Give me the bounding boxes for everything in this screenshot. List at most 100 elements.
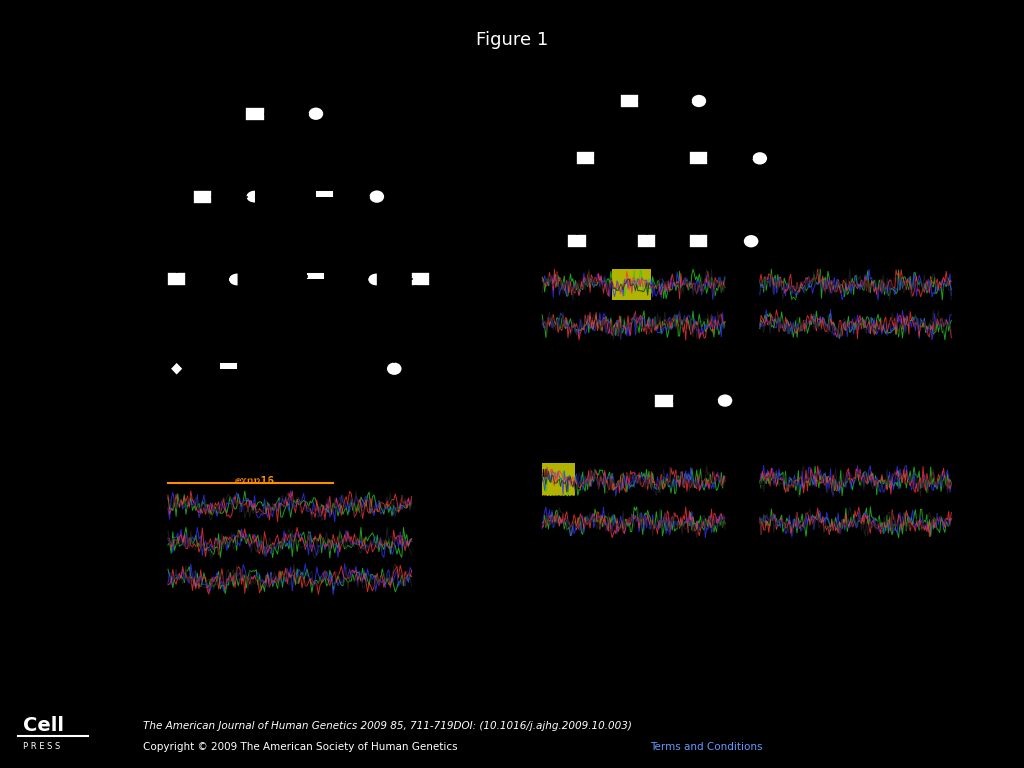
Ellipse shape	[273, 362, 289, 376]
Bar	[306, 280, 326, 286]
Text: II:1: II:1	[649, 491, 662, 499]
Polygon shape	[170, 362, 183, 376]
Wedge shape	[255, 190, 264, 204]
Text: IV:6: IV:6	[387, 382, 401, 391]
Text: wt/mut: wt/mut	[965, 482, 999, 492]
Text: II:2: II:2	[711, 491, 722, 499]
Text: GAAACATCTTCTACATGCCCTAC: GAAACATCTTCTACATGCCCTAC	[760, 495, 835, 500]
Text: wt/wt: wt/wt	[965, 522, 991, 532]
Bar	[246, 107, 264, 121]
Text: II:3: II:3	[693, 172, 705, 180]
Text: c.3105 T>A p.Y1035X: c.3105 T>A p.Y1035X	[777, 366, 884, 376]
Text: GAAACATCTTCTACATGCCCTAC: GAAACATCTTCTACATGCCCTAC	[760, 459, 835, 464]
Text: II:4: II:4	[371, 210, 383, 219]
Wedge shape	[238, 273, 247, 286]
Bar	[654, 393, 674, 408]
Text: Family 1: Family 1	[168, 50, 226, 63]
Ellipse shape	[647, 470, 664, 484]
Text: D  L  D  N  N  S: D L D N N S	[168, 603, 241, 613]
Text: II: II	[141, 191, 148, 202]
Text: Figure 1: Figure 1	[476, 31, 548, 48]
Text: GACTTGGATAACAATTCCAAGTCAGTGTCTAG: GACTTGGATAACAATTCCAAGTCAGTGTCTAG	[168, 478, 272, 482]
Text: wt/wt: wt/wt	[429, 506, 456, 516]
Text: GAGAACCTATATGATGAGGAGG: GAGAACCTATATGATGAGGAGG	[760, 299, 831, 303]
Bar	[411, 273, 430, 286]
Text: IV:4: IV:4	[309, 382, 323, 391]
Bar	[543, 463, 575, 496]
Text: I: I	[684, 372, 687, 382]
Text: wt/mut: wt/mut	[729, 482, 764, 492]
Text: wt/mut: wt/mut	[429, 579, 464, 589]
Text: GAGAACCTATATGATGAGGAGG: GAGAACCTATATGATGAGGAGG	[760, 306, 831, 311]
Text: I:1: I:1	[659, 414, 669, 423]
Ellipse shape	[369, 190, 385, 204]
Text: GATCTTCACCGGGGGTGTCAG: GATCTTCACCGGGGGTGTCAG	[543, 339, 610, 343]
Text: Family 3: Family 3	[534, 369, 592, 382]
Bar	[219, 362, 239, 376]
Text: GATCTTCACCGGGGGTGTCAG: GATCTTCACCGGGGGTGTCAG	[543, 263, 610, 268]
Bar	[637, 234, 656, 248]
Text: II:2: II:2	[641, 172, 652, 180]
Text: IV:2: IV:2	[222, 382, 236, 391]
Ellipse shape	[386, 362, 402, 376]
Text: wt/wt: wt/wt	[965, 327, 991, 337]
Text: III:4: III:4	[370, 293, 384, 302]
Text: Copyright © 2009 The American Society of Human Genetics: Copyright © 2009 The American Society of…	[143, 742, 461, 753]
Text: c.220 C>T p.R74C: c.220 C>T p.R74C	[578, 563, 667, 573]
Bar	[306, 273, 326, 286]
Bar	[219, 369, 239, 376]
Ellipse shape	[221, 445, 237, 458]
Ellipse shape	[691, 94, 707, 108]
Text: wt/wt: wt/wt	[729, 327, 757, 337]
Text: GAGAACCTATATGATGAGGAGG: GAGAACCTATATGATGAGGAGG	[760, 339, 831, 343]
Bar	[689, 234, 709, 248]
Ellipse shape	[743, 234, 759, 248]
Bar	[315, 190, 334, 204]
Text: Terms and Conditions: Terms and Conditions	[650, 742, 763, 753]
Bar	[611, 270, 651, 300]
Bar	[707, 470, 726, 484]
Text: c.412 delG p.G138fs: c.412 delG p.G138fs	[559, 366, 658, 376]
Bar	[315, 190, 334, 204]
Bar	[341, 362, 360, 376]
Text: IV:3: IV:3	[274, 382, 288, 391]
Bar	[194, 190, 212, 204]
Text: GAAACATCTTCTACATGCCCTAC: GAAACATCTTCTACATGCCCTAC	[760, 536, 835, 541]
Text: TCACGTATATCCGTGTATCC: TCACGTATATCCGTGTATCC	[543, 536, 607, 541]
Text: exon16: exon16	[234, 476, 275, 486]
Text: I:1: I:1	[625, 114, 634, 124]
Text: GAGAACCTATATGATGAGGAGG: GAGAACCTATATGATGAGGAGG	[760, 263, 831, 268]
Text: III:4: III:4	[744, 255, 758, 263]
Text: TCACGTATATCGGTGTATCC: TCACGTATATCGGTGTATCC	[543, 495, 607, 500]
Bar	[620, 94, 639, 108]
Text: III: III	[543, 230, 552, 240]
Ellipse shape	[639, 151, 654, 165]
Bar	[567, 234, 587, 248]
Circle shape	[228, 273, 247, 286]
Wedge shape	[377, 273, 386, 286]
Text: GATCTTCACCGGGGGTGTCAG: GATCTTCACCGGGGGTGTCAG	[543, 306, 610, 311]
Circle shape	[246, 190, 264, 204]
Text: wt/mut: wt/mut	[729, 286, 764, 296]
Text: V:2: V:2	[275, 465, 287, 474]
Text: II:1: II:1	[580, 172, 592, 180]
Text: GAAACATCTTCTACATGCCCTAC: GAAACATCTTCTACATGCCCTAC	[760, 503, 835, 508]
Bar	[219, 362, 239, 376]
Text: II: II	[543, 147, 549, 157]
Text: III:1: III:1	[570, 255, 584, 263]
Bar	[577, 151, 595, 165]
Text: IV:1: IV:1	[170, 382, 183, 391]
Text: IV: IV	[141, 364, 153, 374]
Text: II:4: II:4	[754, 172, 766, 180]
Text: II:3: II:3	[318, 210, 331, 219]
Ellipse shape	[273, 445, 289, 458]
Text: I:2: I:2	[311, 127, 321, 136]
Text: IVS16+2 T>C, Splicing: IVS16+2 T>C, Splicing	[178, 618, 289, 628]
Text: intronic   Y  I  R/C V  S: intronic Y I R/C V S	[543, 548, 641, 557]
Ellipse shape	[752, 151, 768, 165]
Text: I:2: I:2	[720, 414, 730, 423]
Text: III:1: III:1	[170, 293, 183, 302]
Text: V:1: V:1	[223, 465, 234, 474]
Text: wt/wt: wt/wt	[729, 522, 757, 532]
Text: E  N  L  Y/X  D  E  E: E N L Y/X D E E	[777, 351, 869, 361]
